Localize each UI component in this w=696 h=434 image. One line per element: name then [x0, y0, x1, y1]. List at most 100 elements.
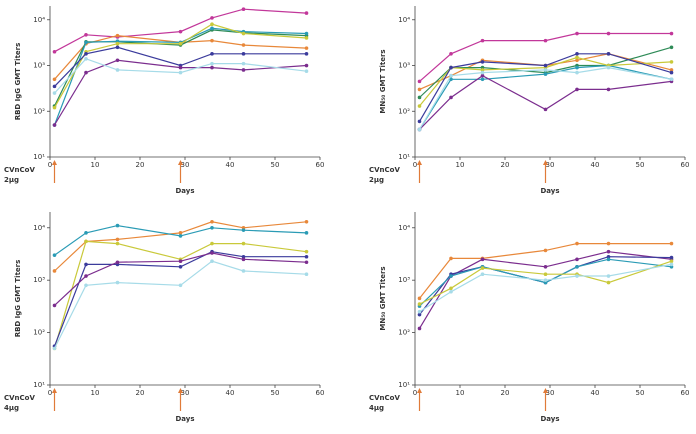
data-point — [241, 61, 246, 66]
y-tick-label: 10³ — [398, 276, 410, 284]
data-point — [417, 95, 422, 100]
x-axis-label: Days — [175, 415, 194, 423]
data-point — [115, 33, 120, 38]
x-tick-label: 30 — [181, 389, 190, 397]
data-point — [417, 326, 422, 331]
data-point — [84, 57, 88, 61]
data-point — [669, 255, 674, 260]
data-point — [575, 55, 579, 60]
data-point — [304, 31, 309, 36]
data-point — [84, 52, 88, 56]
series-line — [418, 66, 672, 130]
data-point — [304, 63, 309, 68]
dose-arrowhead — [543, 160, 548, 165]
data-point — [210, 251, 214, 255]
data-point — [115, 58, 120, 63]
y-axis-label: MN₅₀ GMT Titers — [379, 49, 387, 113]
data-point — [449, 73, 453, 78]
data-point — [575, 52, 579, 56]
data-point — [210, 22, 214, 27]
data-point — [606, 241, 611, 246]
data-point — [669, 70, 674, 75]
data-point — [115, 237, 120, 242]
y-tick-label: 10⁴ — [398, 16, 410, 24]
data-point — [480, 60, 485, 64]
data-point — [52, 303, 57, 308]
y-tick-label: 10¹ — [33, 153, 45, 161]
data-point — [84, 231, 88, 235]
y-tick-label: 10² — [33, 107, 45, 115]
data-point — [52, 49, 57, 54]
data-point — [178, 231, 183, 235]
data-point — [417, 79, 422, 84]
data-point — [210, 61, 214, 66]
x-tick-label: 40 — [226, 389, 235, 397]
data-point — [669, 68, 674, 72]
dose-arrowhead — [417, 388, 422, 393]
data-point — [417, 312, 422, 317]
data-point — [606, 52, 611, 56]
data-point — [304, 260, 309, 265]
data-point — [449, 65, 453, 70]
data-point — [606, 87, 611, 92]
x-axis-label: Days — [175, 187, 194, 195]
data-point — [480, 38, 485, 43]
data-point — [304, 46, 309, 50]
data-point — [304, 231, 309, 235]
data-point — [304, 272, 309, 277]
x-tick-label: 30 — [546, 161, 555, 169]
data-point — [52, 91, 57, 95]
series-line — [419, 74, 672, 130]
data-point — [241, 43, 246, 47]
data-point — [417, 296, 422, 301]
x-tick-label: 20 — [136, 161, 145, 169]
data-point — [241, 241, 246, 246]
data-point — [575, 65, 579, 70]
y-axis-label: RBD IgG GMT Titers — [14, 43, 22, 121]
x-tick-label: 10 — [91, 389, 100, 397]
data-point — [543, 278, 548, 282]
data-point — [52, 84, 57, 89]
data-point — [84, 283, 88, 288]
data-point — [543, 107, 548, 112]
y-tick-label: 10² — [398, 329, 410, 337]
data-point — [115, 223, 120, 228]
data-point — [575, 265, 579, 269]
data-point — [52, 105, 57, 110]
data-point — [575, 70, 579, 75]
dose-arrowhead — [178, 160, 183, 165]
data-point — [480, 77, 485, 82]
x-tick-label: 10 — [91, 161, 100, 169]
data-point — [84, 239, 88, 244]
y-tick-label: 10³ — [398, 62, 410, 70]
data-point — [178, 70, 183, 75]
data-point — [575, 58, 579, 63]
data-point — [575, 31, 579, 36]
x-tick-label: 50 — [271, 161, 280, 169]
data-point — [115, 41, 120, 46]
data-point — [606, 274, 611, 278]
y-tick-label: 10² — [398, 107, 410, 115]
y-tick-label: 10³ — [33, 62, 45, 70]
series-line — [418, 251, 672, 329]
data-point — [575, 87, 579, 92]
x-tick-label: 60 — [316, 161, 325, 169]
data-point — [52, 253, 57, 257]
dose-arrowhead — [417, 160, 422, 165]
dose-arrowhead — [52, 388, 57, 393]
x-tick-label: 0 — [48, 161, 52, 169]
data-point — [606, 249, 611, 254]
y-axis-label: MN₅₀ GMT Titers — [379, 266, 387, 330]
dose-annotation: 2μg — [369, 176, 384, 184]
data-point — [115, 68, 120, 72]
data-point — [417, 302, 422, 306]
data-point — [480, 68, 485, 72]
dose-arrowhead — [543, 388, 548, 393]
data-point — [449, 286, 453, 291]
data-point — [210, 259, 214, 264]
x-tick-label: 40 — [226, 161, 235, 169]
data-point — [304, 69, 309, 74]
data-point — [304, 254, 309, 259]
data-point — [304, 11, 309, 15]
